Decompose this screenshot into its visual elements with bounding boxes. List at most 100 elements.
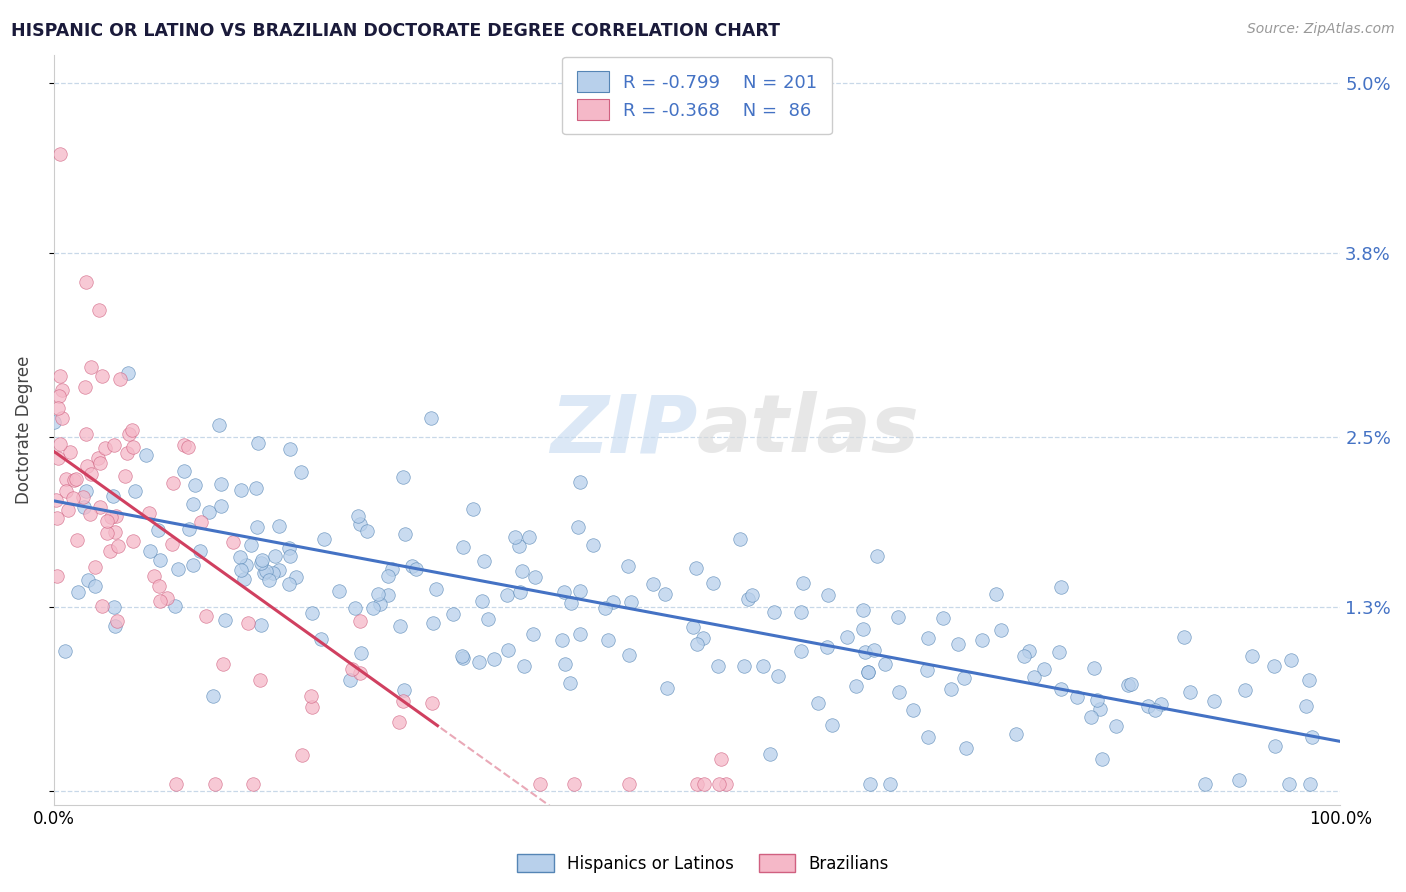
Point: [96, 514, 118, 528]
Point: [513, 659, 536, 673]
Point: [420, 410, 443, 425]
Point: [1278, 777, 1301, 791]
Point: [108, 371, 131, 385]
Point: [89, 500, 111, 514]
Point: [238, 615, 260, 630]
Point: [619, 777, 641, 791]
Point: [63, 473, 86, 487]
Point: [349, 516, 371, 531]
Point: [554, 657, 576, 671]
Point: [461, 501, 484, 516]
Point: [1263, 659, 1285, 673]
Point: [859, 777, 882, 791]
Point: [103, 438, 125, 452]
Point: [405, 562, 427, 576]
Point: [90, 599, 112, 613]
Point: [682, 620, 704, 634]
Point: [246, 436, 269, 450]
Point: [103, 600, 125, 615]
Point: [472, 554, 495, 568]
Point: [155, 591, 177, 605]
Point: [138, 506, 160, 520]
Point: [350, 646, 373, 660]
Point: [249, 618, 271, 632]
Point: [451, 651, 474, 665]
Point: [856, 665, 879, 679]
Point: [118, 426, 141, 441]
Point: [104, 508, 127, 523]
Point: [367, 587, 389, 601]
Point: [1050, 681, 1073, 696]
Point: [471, 594, 494, 608]
Point: [1301, 730, 1323, 744]
Point: [221, 535, 243, 549]
Point: [278, 549, 301, 563]
Point: [79, 508, 101, 522]
Point: [46, 451, 69, 466]
Point: [344, 601, 367, 615]
Point: [1033, 662, 1056, 676]
Point: [256, 564, 278, 578]
Point: [48, 368, 70, 383]
Point: [49, 147, 72, 161]
Point: [1047, 645, 1070, 659]
Point: [51, 411, 73, 425]
Point: [655, 681, 678, 695]
Point: [1150, 697, 1173, 711]
Point: [616, 558, 638, 573]
Point: [291, 748, 314, 763]
Point: [477, 612, 499, 626]
Point: [314, 532, 336, 546]
Point: [339, 673, 361, 688]
Legend: Hispanics or Latinos, Brazilians: Hispanics or Latinos, Brazilians: [510, 847, 896, 880]
Point: [693, 777, 716, 791]
Point: [55, 473, 77, 487]
Point: [856, 665, 879, 679]
Point: [98, 544, 121, 558]
Point: [207, 418, 229, 433]
Point: [1241, 648, 1264, 663]
Point: [903, 703, 925, 717]
Point: [80, 467, 103, 482]
Point: [685, 560, 707, 574]
Point: [852, 622, 875, 636]
Point: [290, 465, 312, 479]
Point: [342, 662, 364, 676]
Text: atlas: atlas: [697, 391, 920, 469]
Point: [124, 483, 146, 498]
Point: [939, 681, 962, 696]
Point: [105, 614, 128, 628]
Point: [201, 690, 224, 704]
Point: [766, 669, 789, 683]
Point: [807, 696, 830, 710]
Point: [643, 577, 665, 591]
Point: [45, 569, 67, 583]
Point: [508, 539, 530, 553]
Point: [75, 484, 97, 499]
Point: [569, 583, 592, 598]
Y-axis label: Doctorate Degree: Doctorate Degree: [15, 356, 32, 504]
Point: [496, 588, 519, 602]
Point: [1050, 580, 1073, 594]
Text: Source: ZipAtlas.com: Source: ZipAtlas.com: [1247, 22, 1395, 37]
Point: [162, 476, 184, 491]
Point: [388, 715, 411, 730]
Point: [970, 633, 993, 648]
Point: [115, 446, 138, 460]
Point: [821, 718, 844, 732]
Point: [66, 533, 89, 547]
Point: [229, 550, 252, 565]
Point: [1202, 694, 1225, 708]
Point: [451, 649, 474, 664]
Point: [394, 527, 416, 541]
Point: [135, 448, 157, 462]
Point: [852, 603, 875, 617]
Point: [1264, 739, 1286, 753]
Point: [368, 597, 391, 611]
Text: ZIP: ZIP: [550, 391, 697, 469]
Point: [915, 663, 938, 677]
Point: [714, 777, 737, 791]
Point: [917, 730, 939, 744]
Point: [90, 368, 112, 383]
Point: [75, 275, 97, 289]
